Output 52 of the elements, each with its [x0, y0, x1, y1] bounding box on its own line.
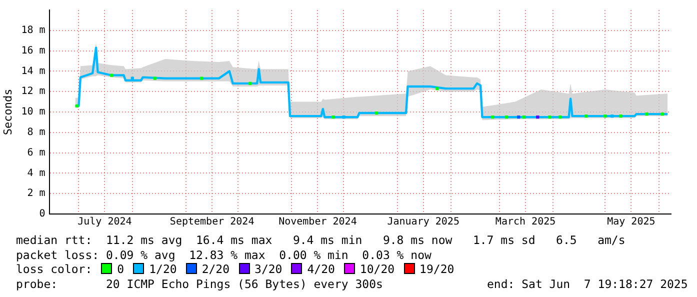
point: [332, 116, 335, 119]
point: [610, 114, 614, 118]
legend-label: 10/20: [360, 262, 395, 276]
legend-label: 2/20: [202, 262, 230, 276]
text: packet loss: 0.09 % avg 12.83 % max 0.00 % min 0.03 % now: [16, 248, 432, 262]
point: [200, 76, 204, 80]
x-tick-label: November 2024: [278, 216, 357, 228]
y-tick-label: 14 m: [21, 66, 46, 77]
legend-label: 19/20: [420, 262, 454, 276]
point: [660, 112, 664, 116]
point: [75, 104, 79, 108]
point: [110, 74, 114, 77]
point: [517, 116, 520, 119]
point: [342, 116, 346, 119]
y-tick-label: 8 m: [27, 126, 46, 138]
x-tick-label: January 2025: [387, 216, 460, 228]
point: [548, 116, 552, 119]
legend-label: 3/20: [254, 262, 282, 276]
point: [558, 116, 562, 119]
y-tick-label: 0: [39, 208, 46, 220]
y-axis-title: Seconds: [1, 88, 14, 136]
point: [645, 112, 648, 116]
y-tick-label: 18 m: [21, 24, 46, 36]
text: median rtt: 11.2 ms avg 16.4 ms max 9.4 ms min 9.8 ms now 1.7 ms sd 6.5 am/s: [16, 233, 626, 248]
text: end: Sat Jun 7 19:18:27 2025: [487, 276, 688, 291]
point: [130, 76, 134, 80]
point: [248, 82, 252, 85]
point: [584, 114, 588, 118]
point: [536, 116, 540, 119]
y-tick-label: 2 m: [27, 188, 46, 200]
y-tick-label: 16 m: [21, 45, 46, 56]
x-tick-label: July 2024: [78, 216, 132, 228]
legend-label: 4/20: [307, 262, 335, 276]
point: [436, 86, 439, 90]
y-tick-label: 6 m: [27, 147, 46, 158]
point: [491, 116, 494, 119]
point: [153, 76, 156, 80]
point: [504, 116, 508, 119]
y-tick-label: 10 m: [21, 106, 46, 118]
point: [604, 114, 607, 118]
legend-label: 1/20: [149, 262, 177, 276]
x-tick-label: May 2025: [607, 216, 656, 228]
x-tick-label: March 2025: [495, 216, 556, 228]
point: [375, 111, 378, 115]
y-tick-label: 12 m: [21, 86, 46, 98]
point: [619, 114, 622, 118]
legend-title: loss color:: [16, 262, 92, 276]
y-tick-label: 4 m: [27, 168, 46, 179]
point: [522, 116, 526, 119]
text: probe: 20 ICMP Echo Pings (56 Bytes) every 300s: [16, 276, 383, 290]
legend-label: 0: [117, 262, 124, 276]
x-tick-label: September 2024: [170, 216, 254, 228]
